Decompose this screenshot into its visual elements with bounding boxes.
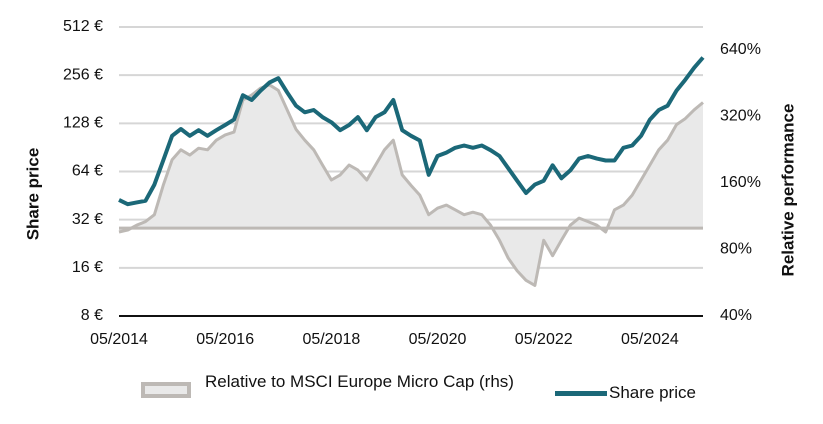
y2-tick-label: 40%	[720, 307, 752, 324]
y-tick-label: 128 €	[63, 115, 103, 132]
x-tick-label: 05/2014	[90, 331, 148, 348]
x-tick-label: 05/2020	[409, 331, 467, 348]
x-tick-label: 05/2018	[302, 331, 360, 348]
y-tick-label: 16 €	[72, 259, 103, 276]
y-tick-label: 32 €	[72, 211, 103, 228]
y2-tick-label: 320%	[720, 108, 761, 125]
y2-tick-label: 80%	[720, 241, 752, 258]
series-line	[118, 83, 704, 287]
series-line	[118, 56, 705, 207]
y2-axis-label: Relative performance	[778, 104, 797, 277]
y-tick-label: 8 €	[81, 307, 103, 324]
x-tick-label: 05/2016	[196, 331, 254, 348]
y-tick-label: 512 €	[63, 18, 103, 35]
x-tick-label: 05/2024	[621, 331, 679, 348]
y2-tick-label: 160%	[720, 174, 761, 191]
area	[119, 84, 703, 286]
y-tick-label: 64 €	[72, 163, 103, 180]
x-tick-label: 05/2022	[515, 331, 573, 348]
y2-tick-label: 640%	[720, 41, 761, 58]
y-axis-label: Share price	[23, 148, 42, 241]
y-tick-label: 256 €	[63, 66, 103, 83]
